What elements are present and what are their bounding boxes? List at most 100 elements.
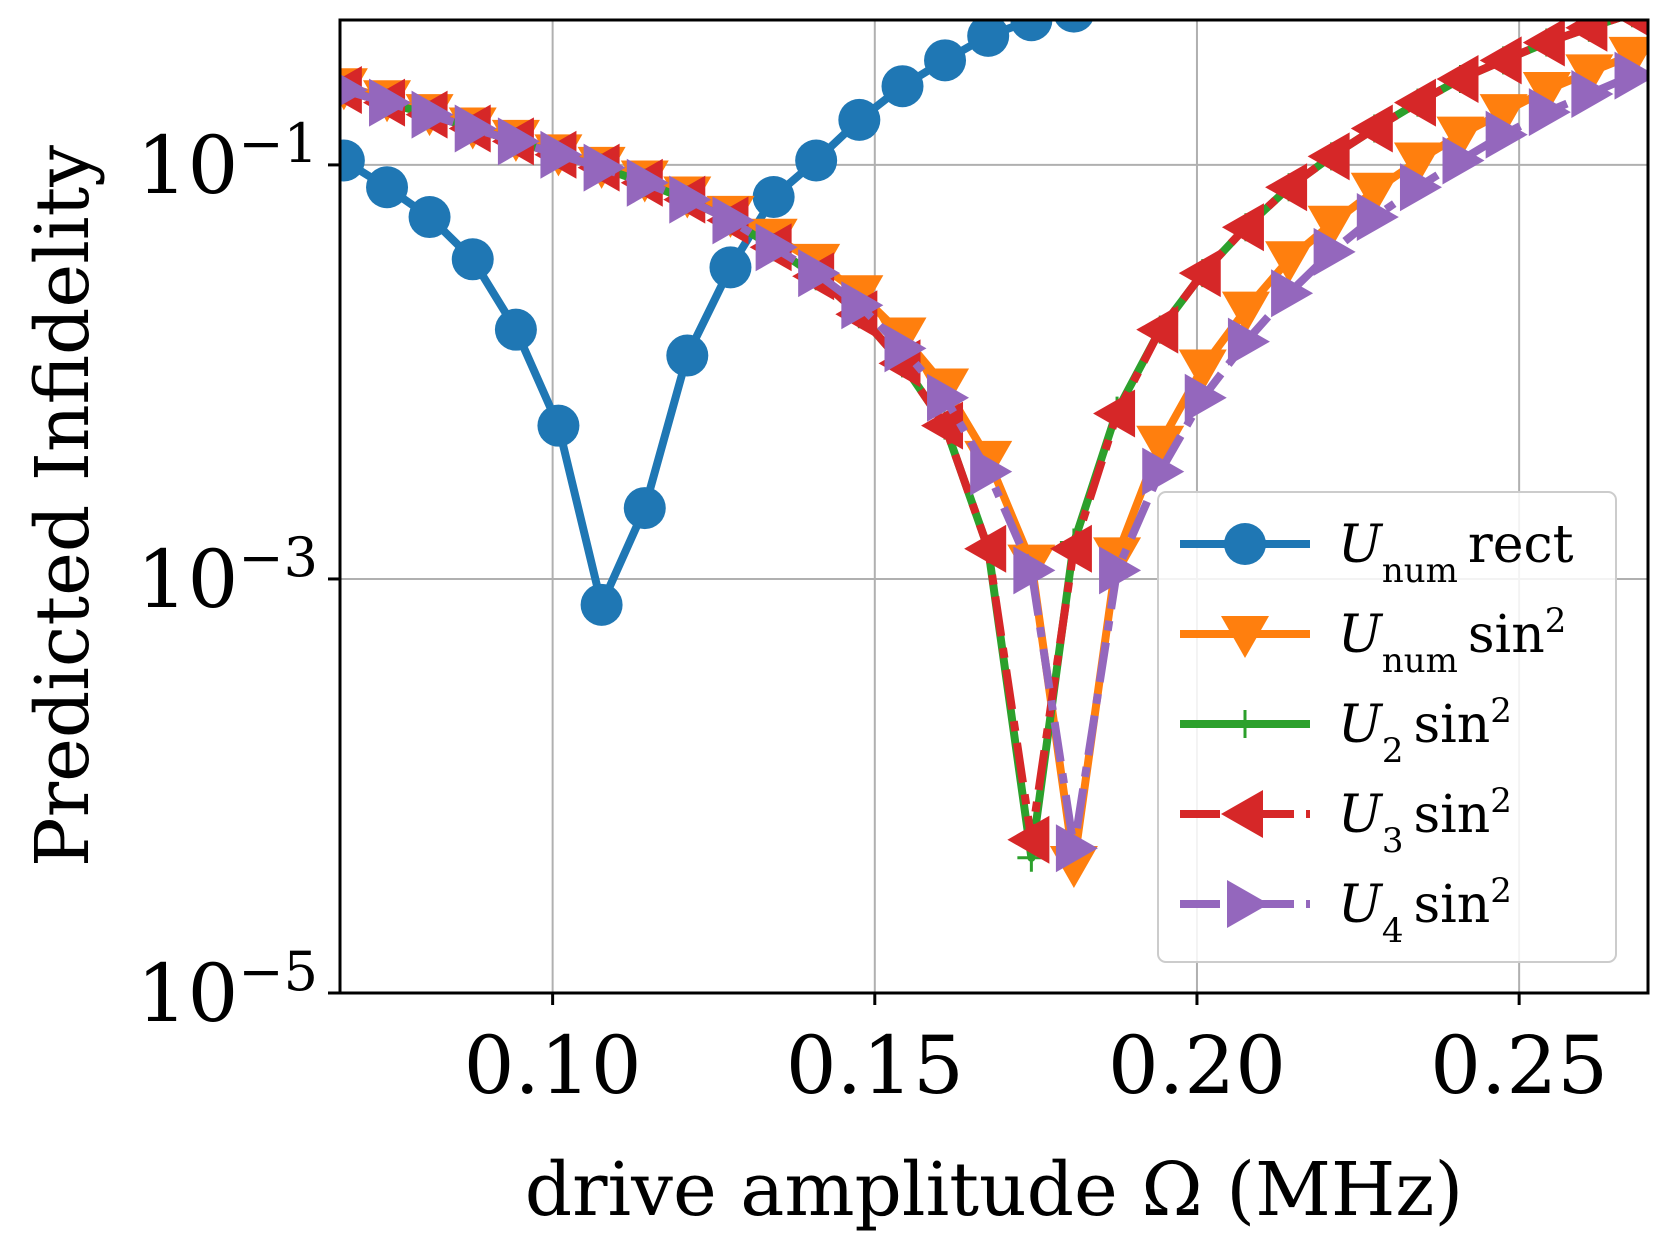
data-point: [1620, 20, 1648, 36]
y-tick-label: 10−1: [137, 111, 318, 212]
data-point: [666, 334, 709, 377]
data-point: [1010, 20, 1053, 42]
y-tick-label: 10−5: [137, 940, 318, 1041]
data-point: [752, 175, 795, 218]
legend-entry: U2 sin2: [1180, 691, 1512, 771]
data-point: [537, 404, 580, 447]
data-point: [340, 139, 365, 182]
legend-entry: U4 sin2: [1180, 871, 1512, 951]
x-tick-label: 0.25: [1430, 1019, 1608, 1112]
data-point: [451, 238, 494, 281]
data-point: [583, 143, 626, 192]
data-point: [1307, 132, 1350, 181]
data-point: [1565, 20, 1608, 52]
legend-label: U3 sin2: [1338, 781, 1512, 861]
series-5: [340, 51, 1648, 873]
data-point: [1265, 241, 1314, 284]
data-point: [1055, 824, 1098, 873]
x-tick-label: 0.15: [786, 1019, 964, 1112]
data-point: [669, 175, 712, 224]
series-1: [340, 20, 1094, 626]
legend-label: U4 sin2: [1338, 871, 1512, 951]
data-point: [1479, 36, 1522, 85]
data-point: [626, 158, 669, 207]
legend-marker: [1221, 616, 1269, 658]
data-point: [1356, 193, 1399, 242]
data-point: [1436, 116, 1485, 159]
data-point: [1528, 88, 1571, 137]
data-point: [1565, 54, 1614, 97]
data-point: [1393, 78, 1436, 127]
data-point: [580, 583, 623, 626]
data-point: [967, 20, 1010, 57]
data-point: [709, 246, 752, 289]
data-point: [1479, 94, 1528, 137]
legend-label: U2 sin2: [1338, 691, 1512, 771]
data-point: [921, 401, 964, 450]
legend-marker: [1221, 790, 1263, 838]
data-point: [1313, 227, 1356, 276]
data-point: [795, 139, 838, 182]
data-point: [924, 39, 967, 82]
data-point: [1049, 524, 1092, 573]
data-point: [1614, 51, 1648, 100]
data-point: [1142, 447, 1185, 496]
data-point: [497, 117, 540, 166]
data-point: [1393, 142, 1442, 185]
data-point: [369, 78, 412, 127]
data-point: [1007, 815, 1050, 864]
data-point: [1054, 20, 1094, 33]
data-point: [1571, 70, 1614, 119]
legend-marker: [1224, 523, 1266, 565]
data-point: [1442, 136, 1485, 185]
data-point: [1136, 425, 1185, 468]
data-point: [494, 308, 537, 351]
data-point: [1399, 163, 1442, 212]
data-point: [623, 487, 666, 530]
data-point: [408, 196, 451, 239]
data-point: [841, 281, 884, 330]
data-point: [1522, 72, 1571, 115]
plot-frame: [338, 18, 1650, 995]
data-point: [1227, 317, 1270, 366]
x-tick-label: 0.20: [1108, 1019, 1286, 1112]
legend-entry: Unum sin2: [1180, 601, 1566, 681]
data-point: [1178, 349, 1227, 392]
data-point: [1522, 20, 1565, 67]
data-point: [964, 524, 1007, 573]
data-point: [1013, 546, 1056, 595]
x-axis-title: drive amplitude Ω (MHz): [525, 1147, 1464, 1233]
x-tick-label: 0.10: [464, 1019, 642, 1112]
legend: Unum rect Unum sin2 U2 sin2 U3 sin2 U4 sin2: [1157, 491, 1617, 963]
data-point: [411, 90, 454, 139]
data-point: [1350, 104, 1393, 153]
data-point: [1271, 269, 1314, 318]
y-tick-label: 10−3: [137, 525, 318, 626]
data-point: [970, 447, 1013, 496]
legend-box: [1157, 491, 1617, 963]
data-point: [884, 324, 927, 373]
data-point: [927, 373, 970, 422]
data-point: [712, 196, 755, 245]
data-point: [1307, 205, 1356, 248]
data-point: [1265, 163, 1308, 212]
data-point: [340, 74, 368, 106]
legend-label: Unum sin2: [1338, 601, 1566, 681]
legend-label: Unum rect: [1338, 515, 1574, 591]
y-axis-title: Predicted Infidelity: [20, 145, 106, 867]
series-layer: [340, 20, 1648, 888]
data-point: [1099, 546, 1142, 595]
data-point: [1350, 172, 1399, 215]
data-point: [881, 65, 924, 108]
data-point: [540, 130, 583, 179]
data-point: [1485, 110, 1528, 159]
legend-entry: Unum rect: [1180, 515, 1574, 591]
data-point: [454, 104, 497, 153]
legend-marker: [1227, 880, 1269, 928]
legend-entry: U3 sin2: [1180, 781, 1512, 861]
data-point: [1436, 55, 1479, 104]
data-point: [838, 98, 881, 141]
data-point: [1184, 373, 1227, 422]
